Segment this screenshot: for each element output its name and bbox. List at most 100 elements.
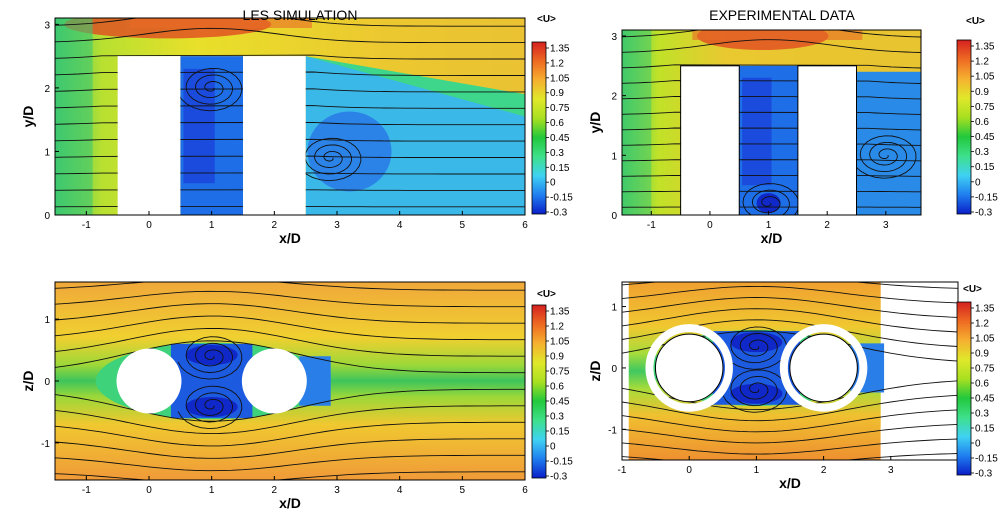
vortex-1	[177, 385, 243, 430]
chart-title: EXPERIMENTAL DATA	[709, 7, 855, 23]
colorbar-tick-label: -0.3	[550, 208, 568, 219]
y-axis-label: y/D	[20, 106, 36, 128]
obstacle-1	[117, 56, 181, 215]
y-tick-label: 1	[44, 147, 50, 158]
panel-top-left: -1 0 1 2 3 4 5 6 0 1 2 3 x/D y/D LES SIMULATION <U> 1.35…	[20, 7, 573, 246]
x-tick-label: 2	[821, 465, 827, 476]
obstacle-2	[789, 333, 858, 403]
x-tick-label: 2	[824, 220, 830, 231]
y-tick-label: 0	[44, 211, 50, 222]
colorbar-tick-label: -0.15	[550, 193, 573, 204]
vortex-1	[722, 369, 788, 413]
x-tick-label: 3	[888, 465, 894, 476]
x-tick-label: 3	[883, 220, 889, 231]
colorbar-tick-label: -0.3	[975, 208, 993, 219]
vortex-0	[734, 183, 800, 215]
y-axis-label: z/D	[587, 361, 603, 382]
colorbar: <U> 1.35 1.2 1.05 0.9 0.75 0.6 0.45 0.3 0.15 0 -0.1…	[531, 289, 573, 483]
x-tick-label: 4	[397, 220, 403, 231]
colorbar-tick-label: 0.45	[550, 397, 570, 408]
x-tick-label: 3	[334, 220, 340, 231]
x-tick-label: -1	[82, 220, 91, 231]
colorbar-tick-label: -0.15	[550, 457, 573, 468]
x-tick-label: -1	[618, 465, 627, 476]
colorbar-tick-label: -0.15	[975, 454, 998, 465]
y-tick-label: 0	[44, 377, 50, 388]
obstacle-2	[797, 65, 858, 215]
colorbar: <U> 1.35 1.2 1.05 0.9 0.75 0.6 0.45 0.3 0.15 0 -0.1…	[956, 284, 998, 480]
colorbar-tick-label: 0	[975, 439, 981, 450]
colorbar-tick-label: 1.2	[975, 57, 989, 68]
x-axis-label: x/D	[279, 230, 301, 246]
colorbar-title: <U>	[963, 284, 982, 295]
x-tick-label: 6	[522, 485, 528, 496]
colorbar-tick-label: 0.75	[975, 364, 995, 375]
colorbar-tick-label: -0.15	[975, 192, 998, 203]
y-tick-label: 1	[611, 151, 617, 162]
colorbar-tick-label: 1.35	[975, 304, 995, 315]
x-tick-label: 2	[272, 220, 278, 231]
colorbar-tick-label: 0	[550, 442, 556, 453]
colorbar-tick-label: 1.35	[975, 42, 995, 53]
vortex-0	[177, 67, 243, 112]
colorbar-tick-label: 0.15	[975, 162, 995, 173]
colorbar: <U> 1.35 1.2 1.05 0.9 0.75 0.6 0.45 0.3 0.15 0 -0.1…	[531, 14, 573, 219]
y-tick-label: -1	[41, 439, 50, 450]
streamlines	[622, 30, 921, 215]
x-axis-label: x/D	[761, 230, 783, 246]
plot-frame	[54, 17, 526, 216]
colorbar-tick-label: 0.45	[975, 132, 995, 143]
colorbar-tick-label: 1.05	[550, 73, 570, 84]
x-tick-label: 0	[707, 220, 713, 231]
colorbar-tick-label: 0.75	[975, 102, 995, 113]
y-tick-label: 2	[44, 84, 50, 95]
x-tick-label: 0	[146, 220, 152, 231]
vortex-0	[722, 326, 788, 370]
x-tick-label: 1	[209, 485, 215, 496]
obstacle-2	[243, 56, 306, 215]
colorbar-tick-label: -0.3	[975, 469, 993, 480]
streamlines	[55, 282, 525, 480]
colorbar-tick-label: 1.05	[975, 334, 995, 345]
x-tick-label: 5	[460, 485, 466, 496]
x-tick-label: 5	[460, 220, 466, 231]
x-tick-label: 1	[209, 220, 215, 231]
colorbar-tick-label: 0.15	[975, 424, 995, 435]
y-axis-label: y/D	[587, 112, 603, 134]
obstacle-2	[241, 348, 307, 414]
x-tick-label: 0	[686, 465, 692, 476]
colorbar-tick-label: 1.2	[550, 58, 564, 69]
colorbar-tick-label: 0.75	[550, 103, 570, 114]
colorbar-tick-label: 0.6	[550, 118, 564, 129]
vortex-1	[851, 135, 917, 179]
colorbar-tick-label: 0.3	[975, 409, 989, 420]
colorbar-title: <U>	[966, 16, 985, 27]
y-tick-label: 3	[44, 20, 50, 31]
x-tick-label: 0	[146, 485, 152, 496]
x-tick-label: 1	[754, 465, 760, 476]
x-tick-label: 6	[522, 220, 528, 231]
panel-bottom-left: -1 0 1 2 3 4 5 6 1 0 -1 x/D z/D <U> 1.35 1.2 1.05 0.9 0.75…	[20, 281, 573, 511]
vortex-0	[177, 336, 243, 380]
colorbar-tick-label: 0.6	[975, 379, 989, 390]
colorbar-title: <U>	[537, 289, 556, 300]
obstacle-1	[116, 348, 182, 414]
x-axis-label: x/D	[279, 495, 301, 511]
colorbar-tick-label: 1.05	[975, 72, 995, 83]
y-tick-label: 1	[611, 303, 617, 314]
colorbar-tick-label: 0.45	[975, 394, 995, 405]
vortex-1	[296, 137, 362, 182]
y-tick-label: 2	[611, 92, 617, 103]
x-axis-label: x/D	[779, 475, 801, 491]
y-tick-label: 3	[611, 32, 617, 43]
colorbar-tick-label: 0.75	[550, 367, 570, 378]
colorbar-tick-label: 0.3	[975, 147, 989, 158]
x-tick-label: 4	[397, 485, 403, 496]
colorbar-tick-label: 0.9	[975, 349, 989, 360]
streamlines	[55, 18, 525, 208]
obstacle-1	[654, 333, 724, 403]
colorbar-tick-label: 1.05	[550, 337, 570, 348]
obstacle-1	[680, 65, 740, 215]
y-tick-label: 0	[611, 211, 617, 222]
